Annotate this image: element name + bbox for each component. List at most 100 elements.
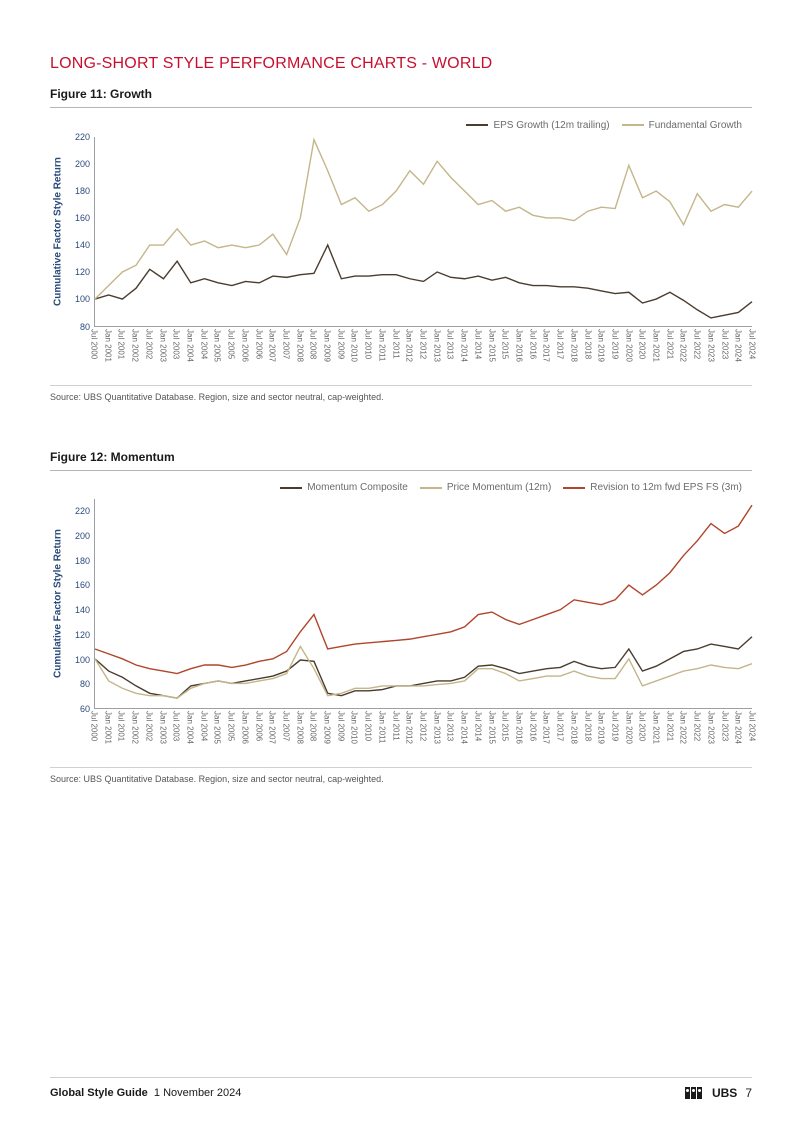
x-tick: Jul 2014	[473, 329, 482, 359]
source-text: Source: UBS Quantitative Database. Regio…	[50, 767, 752, 784]
x-tick: Jan 2008	[295, 329, 304, 362]
y-tick: 80	[80, 679, 90, 689]
x-tick: Jul 2023	[720, 329, 729, 359]
footer-date: 1 November 2024	[154, 1087, 241, 1099]
page-number: 7	[745, 1086, 752, 1100]
x-tick: Jul 2020	[638, 711, 647, 741]
y-axis-label: Cumulative Factor Style Return	[50, 499, 66, 709]
x-tick: Jan 2021	[652, 329, 661, 362]
x-tick: Jan 2020	[624, 711, 633, 744]
x-tick: Jan 2023	[706, 711, 715, 744]
x-tick: Jul 2000	[90, 711, 99, 741]
legend-item: EPS Growth (12m trailing)	[466, 120, 609, 131]
ubs-logo-icon	[685, 1087, 702, 1099]
x-tick: Jul 2019	[610, 711, 619, 741]
x-tick: Jul 2015	[501, 329, 510, 359]
x-ticks: Jul 2000Jan 2001Jul 2001Jan 2002Jul 2002…	[94, 709, 752, 759]
x-tick: Jan 2019	[597, 711, 606, 744]
x-tick: Jul 2014	[473, 711, 482, 741]
x-tick: Jan 2001	[103, 329, 112, 362]
x-tick: Jul 2019	[610, 329, 619, 359]
x-tick: Jul 2017	[556, 329, 565, 359]
series-line	[95, 245, 752, 318]
x-tick: Jul 2012	[419, 329, 428, 359]
x-tick: Jul 2012	[419, 711, 428, 741]
x-tick: Jan 2015	[487, 711, 496, 744]
y-ticks: 80100120140160180200220	[66, 137, 94, 327]
x-tick: Jan 2014	[460, 329, 469, 362]
footer-brand: UBS	[712, 1086, 737, 1100]
source-text: Source: UBS Quantitative Database. Regio…	[50, 385, 752, 402]
legend-swatch	[280, 487, 302, 489]
x-tick: Jul 2006	[254, 711, 263, 741]
x-tick: Jul 2010	[364, 329, 373, 359]
x-tick: Jan 2012	[405, 711, 414, 744]
legend-label: Momentum Composite	[307, 482, 408, 493]
x-tick: Jul 2020	[638, 329, 647, 359]
x-tick: Jul 2013	[446, 329, 455, 359]
y-tick: 100	[75, 655, 90, 665]
y-tick: 180	[75, 556, 90, 566]
plot-area	[94, 499, 752, 709]
x-tick: Jan 2002	[131, 329, 140, 362]
x-tick: Jan 2013	[432, 711, 441, 744]
y-tick: 140	[75, 605, 90, 615]
x-tick: Jan 2013	[432, 329, 441, 362]
x-tick: Jul 2005	[227, 711, 236, 741]
x-tick: Jan 2015	[487, 329, 496, 362]
figure-12-chart: Momentum Composite Price Momentum (12m) Re…	[50, 481, 752, 760]
legend-swatch	[622, 124, 644, 126]
y-tick: 160	[75, 580, 90, 590]
x-tick: Jan 2014	[460, 711, 469, 744]
x-tick: Jan 2020	[624, 329, 633, 362]
legend-item: Price Momentum (12m)	[420, 482, 551, 493]
x-tick: Jan 2006	[240, 329, 249, 362]
legend-swatch	[466, 124, 488, 126]
x-tick: Jan 2003	[158, 711, 167, 744]
footer-left: Global Style Guide 1 November 2024	[50, 1087, 241, 1099]
x-tick: Jul 2018	[583, 329, 592, 359]
x-tick: Jul 2007	[281, 711, 290, 741]
y-tick: 200	[75, 531, 90, 541]
x-tick: Jul 2016	[528, 711, 537, 741]
x-tick: Jan 2017	[542, 711, 551, 744]
x-tick: Jul 2015	[501, 711, 510, 741]
y-tick: 120	[75, 267, 90, 277]
x-tick: Jan 2006	[240, 711, 249, 744]
figure-12-title: Figure 12: Momentum	[50, 450, 752, 464]
legend-item: Momentum Composite	[280, 482, 408, 493]
legend-label: Revision to 12m fwd EPS FS (3m)	[590, 482, 742, 493]
x-tick: Jul 2003	[172, 711, 181, 741]
x-tick: Jan 2005	[213, 329, 222, 362]
legend-swatch	[563, 487, 585, 489]
x-tick: Jan 2011	[377, 329, 386, 361]
x-tick: Jan 2018	[569, 329, 578, 362]
y-tick: 180	[75, 186, 90, 196]
legend-label: EPS Growth (12m trailing)	[493, 120, 609, 131]
footer-title: Global Style Guide	[50, 1087, 148, 1099]
y-tick: 200	[75, 159, 90, 169]
x-tick: Jan 2007	[268, 329, 277, 362]
y-tick: 60	[80, 704, 90, 714]
x-tick: Jul 2003	[172, 329, 181, 359]
y-tick: 120	[75, 630, 90, 640]
x-tick: Jul 2001	[117, 329, 126, 359]
footer-right: UBS 7	[685, 1086, 752, 1100]
x-tick: Jan 2016	[514, 711, 523, 744]
series-line	[95, 505, 752, 673]
x-tick: Jan 2005	[213, 711, 222, 744]
x-tick: Jan 2002	[131, 711, 140, 744]
series-line	[95, 646, 752, 698]
x-tick: Jul 2005	[227, 329, 236, 359]
x-tick: Jul 2021	[665, 711, 674, 741]
x-tick: Jul 2010	[364, 711, 373, 741]
y-tick: 220	[75, 132, 90, 142]
x-tick: Jul 2013	[446, 711, 455, 741]
figure-11-chart: EPS Growth (12m trailing) Fundamental Gro…	[50, 118, 752, 377]
x-tick: Jan 2024	[734, 711, 743, 744]
x-tick: Jan 2012	[405, 329, 414, 362]
legend-item: Fundamental Growth	[622, 120, 742, 131]
x-tick: Jul 2022	[693, 329, 702, 359]
x-tick: Jan 2023	[706, 329, 715, 362]
figure-rule	[50, 470, 752, 471]
